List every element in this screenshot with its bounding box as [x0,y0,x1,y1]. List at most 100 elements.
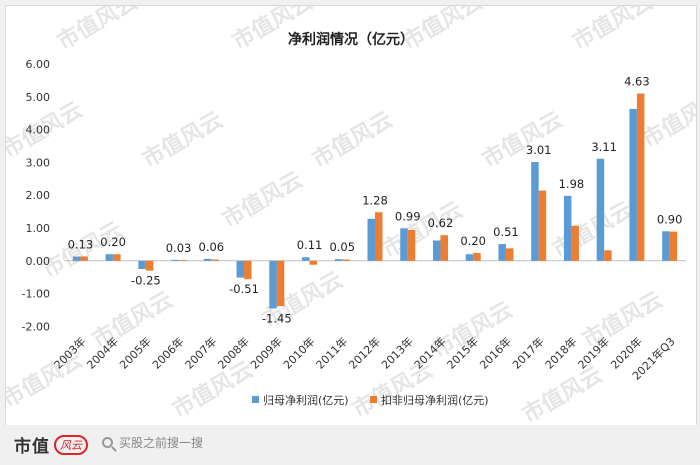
bar-net-profit [596,158,605,261]
data-label: 4.63 [624,75,650,89]
data-label: 0.20 [100,235,126,249]
logo-mark: 风云 [54,434,88,455]
x-tick-label: 2006年 [149,334,186,371]
y-tick-label: 4.00 [26,124,51,137]
watermark-text: 市值风云 [88,287,177,354]
bar-deducted-net-profit [145,260,154,271]
logo-text: 市值 [14,437,50,457]
bar-deducted-net-profit [636,93,645,261]
search-box[interactable]: 买股之前搜一搜 [102,434,203,451]
bar-deducted-net-profit [276,260,285,307]
brand-logo[interactable]: 市值 风云 [14,432,88,457]
watermark-text: 市值风云 [478,107,567,174]
data-label: 0.13 [68,238,94,252]
watermark-text: 市值风云 [53,6,142,55]
x-tick-label: 2007年 [182,334,219,371]
watermark-text: 市值风云 [548,197,637,264]
x-tick-label: 2016年 [477,334,514,371]
bar-net-profit [432,240,441,261]
bar-deducted-net-profit [80,256,88,261]
bar-deducted-net-profit [440,235,448,261]
data-label: 0.06 [199,240,225,254]
data-label: 0.51 [493,225,519,239]
bar-net-profit [105,254,114,261]
bar-net-profit [334,259,343,261]
y-tick-label: 6.00 [26,58,51,71]
bar-net-profit [531,162,539,261]
bar-net-profit [302,257,310,261]
legend-label: 归母净利润(亿元) [263,393,349,407]
legend-swatch [252,396,259,403]
bar-net-profit [203,258,212,261]
watermark-text: 市值风云 [138,107,227,174]
bar-deducted-net-profit [473,252,481,261]
x-tick-label: 2010年 [280,334,317,371]
watermark-text: 市值风云 [218,167,307,234]
y-tick-label: 3.00 [26,156,51,169]
data-label: 1.28 [362,193,388,207]
data-label: 0.62 [428,216,454,230]
data-label: 3.01 [526,143,552,157]
data-label: -1.45 [262,311,292,325]
chart-card: 市值风云 市值风云 市值风云 市值风云 市值风云 市值风云 市值风云 市值风云 市值风云 市值风云… [5,5,697,427]
data-label: 0.99 [395,209,421,223]
y-tick-label: 0.00 [26,255,51,268]
watermark-text: 市值风云 [568,6,657,55]
bar-deducted-net-profit [505,248,514,261]
y-tick-label: 1.00 [26,222,51,235]
bar-net-profit [269,260,277,309]
bar-net-profit [498,244,506,261]
bar-deducted-net-profit [375,212,383,261]
watermark-text: 市值风云 [638,87,696,154]
bar-net-profit [465,254,474,261]
y-tick-label: -2.00 [22,320,50,333]
footer-bar: 市值 风云 买股之前搜一搜 [0,425,700,465]
watermark-text: 市值风云 [578,287,667,354]
search-icon [102,437,113,448]
x-tick-label: 2012年 [346,334,383,371]
bar-deducted-net-profit [211,259,219,261]
bar-net-profit [138,260,146,269]
x-tick-label: 2009年 [247,334,284,371]
bar-deducted-net-profit [178,260,187,261]
x-tick-label: 2018年 [542,334,579,371]
legend-label: 扣非归母净利润(亿元) [381,393,489,407]
legend-swatch [370,396,377,403]
bar-deducted-net-profit [538,190,547,261]
data-label: 0.20 [460,234,486,248]
watermark-text: 市值风云 [168,357,257,424]
watermark-text: 市值风云 [518,362,607,426]
bar-net-profit [400,228,408,261]
bar-net-profit [662,231,670,261]
data-label: 0.03 [166,241,192,255]
data-label: 0.11 [297,238,323,252]
data-label: -0.51 [229,282,259,296]
y-tick-label: -1.00 [22,288,50,301]
data-label: 0.90 [657,212,683,226]
x-tick-label: 2011年 [313,334,350,371]
search-placeholder: 买股之前搜一搜 [119,436,204,450]
bar-deducted-net-profit [604,250,612,261]
bar-deducted-net-profit [113,254,121,261]
data-label: -0.25 [131,274,161,288]
y-tick-label: 2.00 [26,189,51,202]
watermark-text: 市值风云 [308,107,397,174]
bar-deducted-net-profit [571,225,579,261]
data-label: 1.98 [559,177,585,191]
bar-net-profit [367,218,375,261]
bar-deducted-net-profit [244,260,252,280]
y-tick-label: 5.00 [26,91,51,104]
x-tick-label: 2017年 [509,334,546,371]
bar-net-profit [629,108,637,261]
bar-net-profit [236,260,245,278]
bar-net-profit [72,256,81,261]
chart-title: 净利润情况（亿元） [288,31,414,48]
bar-deducted-net-profit [669,231,678,261]
data-label: 3.11 [591,140,617,154]
bar-deducted-net-profit [342,259,350,261]
data-label: 0.05 [329,240,355,254]
bar-net-profit [171,259,179,261]
bar-net-profit [563,195,572,261]
watermark-text: 市值风云 [378,197,467,264]
